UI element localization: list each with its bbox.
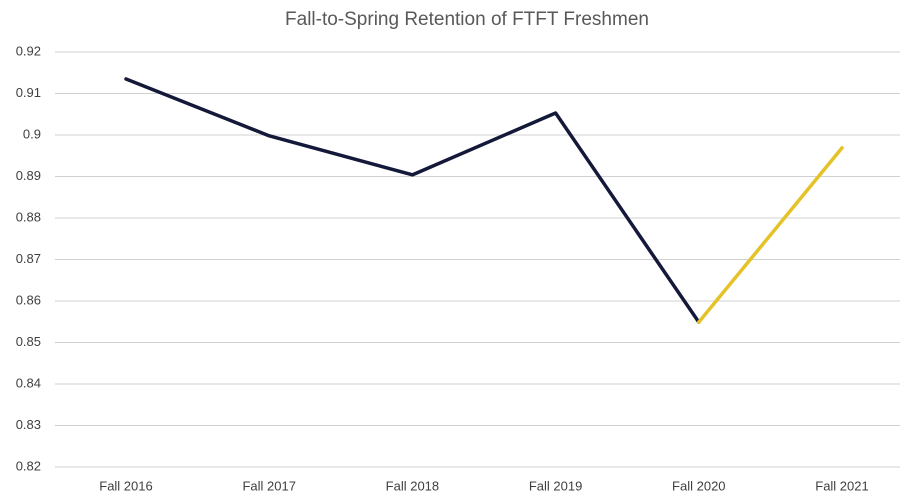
line-series — [697, 146, 844, 324]
chart-title: Fall-to-Spring Retention of FTFT Freshme… — [285, 9, 649, 30]
y-tick-label: 0.86 — [16, 292, 41, 307]
y-tick-label: 0.88 — [16, 209, 41, 224]
y-tick-label: 0.85 — [16, 334, 41, 349]
line-series — [124, 77, 701, 324]
y-tick-label: 0.82 — [16, 458, 41, 473]
x-tick-label: Fall 2018 — [386, 478, 439, 493]
y-tick-label: 0.9 — [23, 126, 41, 141]
x-tick-label: Fall 2021 — [815, 478, 868, 493]
y-tick-label: 0.89 — [16, 168, 41, 183]
y-tick-label: 0.91 — [16, 85, 41, 100]
x-tick-label: Fall 2019 — [529, 478, 582, 493]
y-tick-label: 0.83 — [16, 417, 41, 432]
y-tick-label: 0.84 — [16, 375, 41, 390]
y-tick-label: 0.92 — [16, 43, 41, 58]
x-tick-label: Fall 2020 — [672, 478, 725, 493]
y-tick-label: 0.87 — [16, 251, 41, 266]
x-tick-label: Fall 2017 — [242, 478, 295, 493]
x-tick-label: Fall 2016 — [99, 478, 152, 493]
